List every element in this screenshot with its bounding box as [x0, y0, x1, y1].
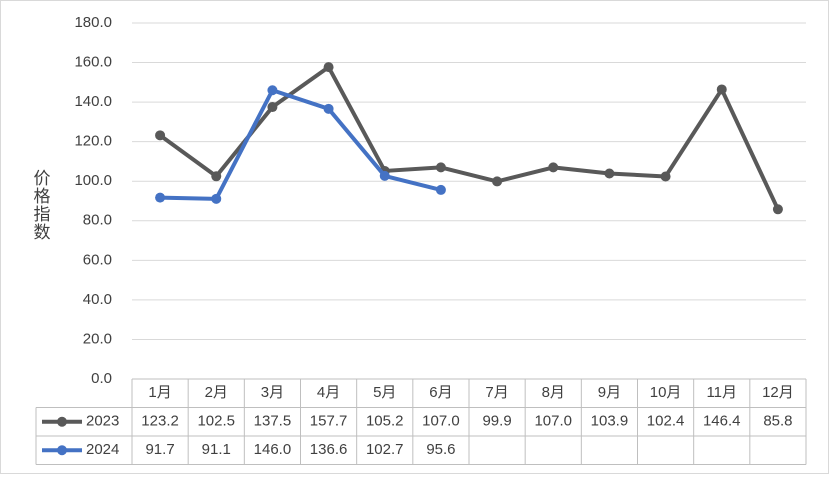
data-label: 123.2: [141, 413, 179, 430]
y-tick-label: 140.0: [74, 93, 112, 110]
x-tick-label: 5月: [373, 384, 396, 401]
marker: [492, 176, 503, 187]
series-line: [158, 65, 780, 211]
legend-label: 2023: [86, 413, 119, 430]
data-label: 103.9: [591, 413, 629, 430]
x-tick-label: 8月: [542, 384, 565, 401]
x-tick-label: 1月: [148, 384, 171, 401]
data-label: 136.6: [310, 441, 348, 458]
y-tick-label: 100.0: [74, 172, 112, 189]
data-label: 146.0: [254, 441, 292, 458]
data-label: 157.7: [310, 413, 348, 430]
x-tick-label: 12月: [762, 384, 794, 401]
y-tick-label: 40.0: [83, 291, 112, 308]
legend-marker: [57, 445, 67, 456]
x-tick-label: 3月: [261, 384, 284, 401]
marker: [323, 103, 334, 114]
marker: [211, 193, 222, 204]
x-tick-label: 2月: [205, 384, 228, 401]
data-label: 102.7: [366, 441, 404, 458]
marker: [155, 130, 166, 141]
data-label: 102.4: [647, 413, 685, 430]
marker: [323, 62, 334, 73]
legend-label: 2024: [86, 441, 119, 458]
marker: [548, 162, 559, 173]
x-tick-label: 10月: [650, 384, 682, 401]
data-label: 95.6: [426, 441, 455, 458]
marker: [267, 102, 278, 113]
y-tick-label: 20.0: [83, 330, 112, 347]
marker: [772, 204, 783, 215]
marker: [604, 168, 615, 179]
marker: [379, 170, 390, 181]
y-tick-label: 160.0: [74, 54, 112, 71]
legend-marker: [57, 416, 67, 427]
marker: [660, 171, 671, 182]
series-line: [160, 88, 442, 201]
data-label: 99.9: [482, 413, 511, 430]
data-label: 85.8: [763, 413, 792, 430]
data-label: 102.5: [197, 413, 235, 430]
y-tick-label: 80.0: [83, 212, 112, 229]
data-label: 146.4: [703, 413, 741, 430]
marker: [435, 162, 446, 173]
x-tick-label: 6月: [429, 384, 452, 401]
y-tick-label: 120.0: [74, 133, 112, 150]
x-tick-label: 9月: [598, 384, 621, 401]
data-label: 105.2: [366, 413, 404, 430]
data-label: 107.0: [534, 413, 572, 430]
x-tick-label: 4月: [317, 384, 340, 401]
y-tick-label: 60.0: [83, 251, 112, 268]
marker: [435, 184, 446, 195]
x-tick-label: 7月: [485, 384, 508, 401]
y-axis-label: 价格指数: [31, 169, 51, 241]
marker: [267, 85, 278, 96]
x-tick-label: 11月: [706, 384, 737, 401]
marker: [155, 192, 166, 203]
data-label: 107.0: [422, 413, 460, 430]
data-label: 137.5: [254, 413, 292, 430]
data-label: 91.7: [145, 441, 174, 458]
y-tick-label: 0.0: [91, 370, 112, 387]
data-label: 91.1: [202, 441, 231, 458]
y-tick-label: 180.0: [74, 14, 112, 31]
marker: [716, 84, 727, 95]
marker: [211, 171, 222, 182]
